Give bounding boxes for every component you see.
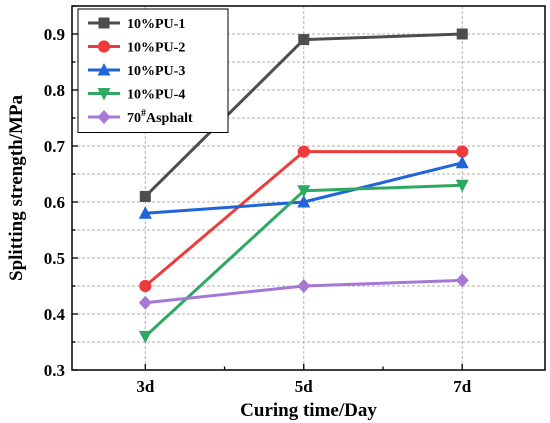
legend-label: 10%PU-2 bbox=[127, 41, 185, 56]
legend-marker bbox=[97, 88, 111, 101]
legend-marker bbox=[97, 110, 111, 124]
y-tick-label: 0.3 bbox=[44, 361, 65, 380]
series-4 bbox=[138, 179, 469, 344]
y-tick-label: 0.9 bbox=[44, 25, 65, 44]
data-point bbox=[455, 179, 469, 193]
series-group bbox=[138, 28, 469, 344]
legend-item: 10%PU-4 bbox=[88, 88, 185, 103]
data-point bbox=[297, 279, 311, 293]
data-point bbox=[138, 295, 152, 310]
x-tick-label: 5d bbox=[295, 377, 314, 396]
legend-label: 10%PU-1 bbox=[127, 17, 185, 32]
legend-marker bbox=[97, 40, 111, 53]
legend-marker bbox=[98, 17, 110, 29]
data-point bbox=[139, 279, 152, 293]
x-tick-label: 3d bbox=[136, 377, 155, 396]
data-point bbox=[297, 195, 311, 208]
series-2 bbox=[139, 145, 469, 293]
data-point bbox=[139, 190, 151, 202]
series-3 bbox=[138, 155, 469, 219]
y-axis-title: Splitting strength/MPa bbox=[6, 95, 27, 281]
data-point bbox=[297, 145, 310, 158]
data-point bbox=[456, 28, 468, 40]
x-axis-title: Curing time/Day bbox=[240, 400, 377, 421]
data-point bbox=[455, 273, 469, 288]
data-point bbox=[298, 34, 310, 46]
legend-label: 10%PU-4 bbox=[127, 88, 185, 103]
data-point bbox=[297, 185, 311, 198]
legend-item: 70#Asphalt bbox=[88, 108, 193, 126]
plot-area bbox=[71, 5, 546, 371]
series-5 bbox=[138, 273, 469, 310]
legend: 10%PU-1 10%PU-2 10%PU-3 10%PU-4 70#Asphalt bbox=[77, 8, 229, 133]
data-point bbox=[455, 155, 469, 169]
data-point bbox=[138, 330, 152, 344]
y-tick-label: 0.7 bbox=[44, 137, 66, 156]
legend-label: 70#Asphalt bbox=[127, 108, 193, 126]
x-tick-label: 7d bbox=[453, 377, 472, 396]
y-tick-label: 0.5 bbox=[44, 249, 65, 268]
y-tick-label: 0.4 bbox=[44, 305, 66, 324]
data-point bbox=[138, 206, 152, 219]
legend-item: 10%PU-2 bbox=[88, 40, 185, 56]
legend-marker bbox=[97, 63, 111, 76]
y-tick-label: 0.8 bbox=[44, 81, 65, 100]
legend-item: 10%PU-3 bbox=[88, 63, 185, 79]
series-1 bbox=[139, 28, 468, 202]
legend-item: 10%PU-1 bbox=[88, 17, 185, 32]
legend-label: 10%PU-3 bbox=[127, 64, 185, 79]
axes: 0.3 0.4 0.5 0.6 0.7 0.8 0.9 3d 5d 7d bbox=[44, 5, 472, 396]
data-point bbox=[456, 145, 469, 158]
y-tick-label: 0.6 bbox=[44, 193, 65, 212]
